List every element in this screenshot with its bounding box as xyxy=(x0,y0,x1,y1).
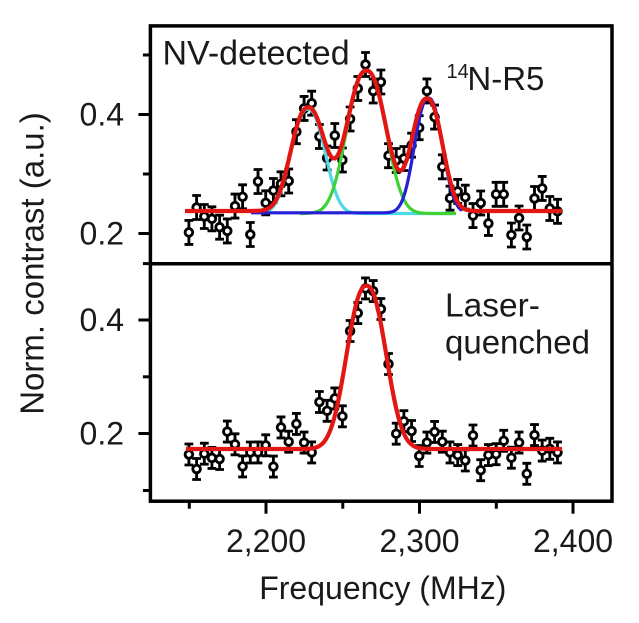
svg-text:Frequency (MHz): Frequency (MHz) xyxy=(259,570,506,606)
svg-text:0.2: 0.2 xyxy=(80,216,124,252)
svg-text:14: 14 xyxy=(447,61,469,83)
svg-text:NV-detected: NV-detected xyxy=(163,35,350,73)
svg-text:quenched: quenched xyxy=(445,324,590,361)
svg-text:N-R5: N-R5 xyxy=(467,60,544,97)
svg-text:Laser-: Laser- xyxy=(445,287,540,324)
svg-text:0.2: 0.2 xyxy=(80,416,124,452)
svg-text:0.4: 0.4 xyxy=(80,97,124,133)
svg-text:2,400: 2,400 xyxy=(533,523,613,559)
svg-text:Norm. contrast (a.u.): Norm. contrast (a.u.) xyxy=(14,112,51,415)
svg-text:2,300: 2,300 xyxy=(379,523,459,559)
svg-text:0.4: 0.4 xyxy=(80,302,124,338)
svg-text:2,200: 2,200 xyxy=(226,523,306,559)
